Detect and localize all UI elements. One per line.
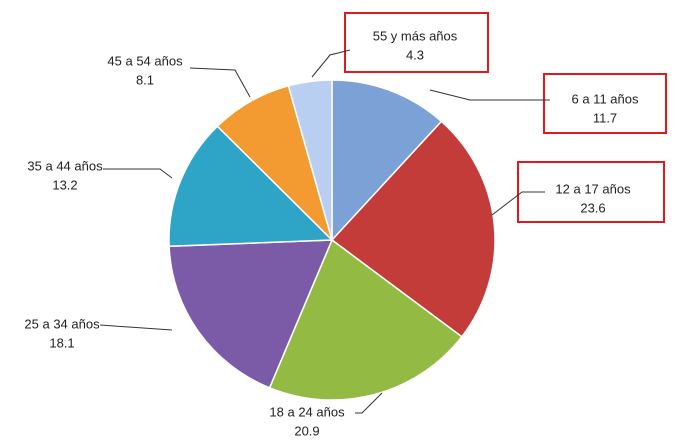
pie-slice (287, 79, 333, 241)
leader-line (311, 49, 351, 78)
leader-line (491, 191, 545, 216)
slice-value: 8.1 (136, 72, 154, 87)
slice-label: 6 a 11 años (572, 91, 639, 106)
leader-line (355, 392, 383, 414)
pie-slice (168, 239, 334, 389)
pie-slice (330, 120, 496, 338)
slice-value: 13.2 (52, 177, 77, 192)
slice-value: 23.6 (580, 200, 605, 215)
slice-label: 18 a 24 años (269, 404, 345, 419)
slice-value: 11.7 (593, 110, 617, 125)
slice-value: 4.3 (406, 47, 424, 62)
pie-slice (268, 238, 463, 401)
highlight-box (543, 73, 667, 134)
leader-line (103, 168, 173, 179)
slice-label: 35 a 44 años (27, 158, 103, 173)
slice-label: 12 a 17 años (555, 181, 631, 196)
slice-label: 45 a 54 años (107, 53, 183, 68)
pie-slice (168, 125, 334, 248)
leader-line (429, 89, 550, 101)
slice-label: 25 a 34 años (24, 316, 100, 331)
slice-value: 18.1 (49, 335, 74, 350)
highlight-box (344, 12, 489, 73)
slice-value: 20.9 (294, 423, 319, 438)
pie-slice (331, 79, 443, 242)
leader-line (99, 324, 173, 331)
leader-line (189, 67, 251, 98)
slice-label: 55 y más años (373, 28, 458, 43)
highlight-box (517, 161, 665, 223)
